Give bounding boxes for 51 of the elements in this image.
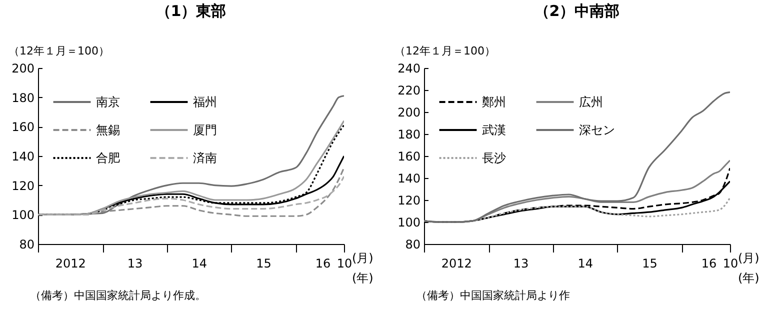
legend-label: 済南 [193,151,217,165]
legend-label: 厦門 [193,123,217,137]
x-tick-label: 13 [127,256,143,270]
y-tick-label: 140 [398,172,420,186]
x-tick-label: 2012 [55,256,86,270]
x-tick-label: 14 [578,256,593,270]
legend-label: 長沙 [482,151,506,165]
y-tick-label: 180 [12,90,34,105]
y-tick-label: 120 [12,178,34,193]
x-tick-label: 15 [642,256,658,270]
y-tick-label: 220 [398,84,420,98]
y-tick-label: 180 [398,128,420,142]
y-tick-label: 160 [12,120,34,134]
text: (月) [738,251,760,265]
y-tick-label: 140 [12,150,34,164]
y-tick-label: 200 [398,106,420,120]
legend-label: 福州 [193,95,217,109]
y-tick-label: 120 [398,194,420,208]
text: （備考）中国国家統計局より作成。 [30,289,206,302]
line-series [38,176,344,216]
x-tick-label: 16 [315,256,331,270]
chart-title: （2）中南部 [534,2,620,20]
x-tick-label: 13 [513,256,529,270]
y-tick-label: 100 [398,216,420,230]
legend-label: 南京 [96,95,120,109]
legend-label: 無錫 [96,123,120,137]
x-tick-label: 10 [336,256,352,270]
text: (月) [352,251,374,265]
text: (年) [352,271,374,285]
legend-label: 鄭州 [482,95,506,109]
y-tick-label: 100 [12,208,34,222]
y-tick-label: 80 [19,238,34,252]
y-tick-label: 200 [12,62,34,76]
legend-label: 合肥 [96,151,120,165]
y-tick-label: 240 [398,62,420,76]
x-tick-label: 2012 [441,256,472,270]
chart-title: （1）東部 [156,2,226,20]
legend-label: 広州 [579,95,603,109]
legend-label: 武漢 [482,123,506,137]
text: (年) [738,271,760,285]
y-tick-label: 160 [398,150,420,164]
y-axis-title: （12年１月＝100） [8,44,110,58]
text: （備考）中国国家統計局より作 [416,289,570,302]
x-tick-label: 15 [256,256,272,270]
x-tick-label: 14 [192,256,207,270]
legend-label: 深セン [579,123,615,137]
y-axis-title: （12年１月＝100） [394,44,496,58]
y-tick-label: 80 [405,238,420,252]
x-tick-label: 10 [722,256,738,270]
x-tick-label: 16 [701,256,717,270]
line-series [424,91,730,223]
